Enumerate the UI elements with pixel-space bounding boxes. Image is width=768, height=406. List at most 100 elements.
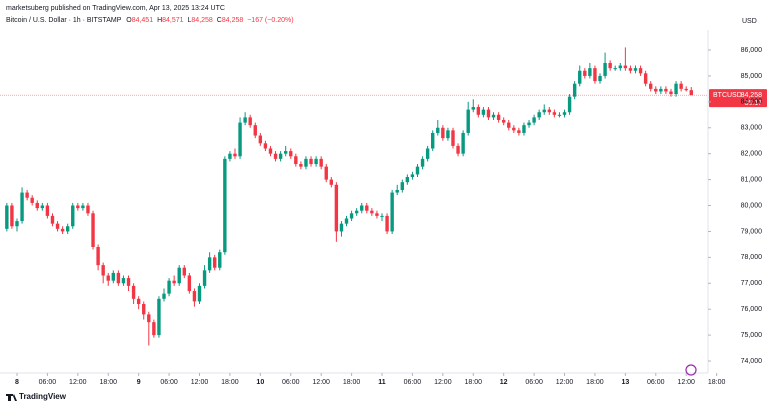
x-tick-label: 12:00 xyxy=(556,379,574,386)
candle-body xyxy=(456,145,460,154)
candle-body xyxy=(669,91,673,95)
candle-body xyxy=(654,88,658,92)
candle-body xyxy=(243,117,247,123)
candle-body xyxy=(628,68,633,71)
o-prefix: O xyxy=(126,17,132,24)
candle-body xyxy=(263,143,268,149)
x-tick-label: 06:00 xyxy=(160,379,178,386)
candle-body xyxy=(476,107,481,115)
candle-body xyxy=(253,125,257,136)
candle-body xyxy=(91,213,95,247)
candle-body xyxy=(339,223,344,232)
x-tick-label: 18:00 xyxy=(221,379,239,386)
candle-body xyxy=(349,213,354,219)
candle-body xyxy=(446,130,450,139)
candle-body xyxy=(65,226,70,232)
replay-circle[interactable] xyxy=(685,364,697,376)
candle-body xyxy=(273,153,278,159)
x-tick-label: 12:00 xyxy=(191,379,209,386)
y-tick-label: 78,000 xyxy=(741,254,763,261)
candle-body xyxy=(289,151,293,157)
x-tick-label: 12:00 xyxy=(69,379,87,386)
candle-body xyxy=(167,280,171,294)
candle-body xyxy=(81,205,85,209)
x-tick-label: 18:00 xyxy=(343,379,361,386)
x-tick-label: 18:00 xyxy=(586,379,604,386)
candle-body xyxy=(415,166,420,175)
candle-body xyxy=(278,153,283,159)
candle-body xyxy=(101,265,105,276)
candle-body xyxy=(578,70,582,84)
y-tick-label: 82,000 xyxy=(741,151,763,158)
candle-body xyxy=(354,210,359,214)
change: −167 (−0.20%) xyxy=(247,17,293,24)
x-tick-label: 18:00 xyxy=(465,379,483,386)
candle-body xyxy=(547,109,552,113)
candle-body xyxy=(410,174,415,178)
candle-body xyxy=(679,83,683,89)
x-tick-label: 12:00 xyxy=(434,379,452,386)
candle-body xyxy=(572,83,577,97)
x-tick-label: 06:00 xyxy=(647,379,665,386)
candle-body xyxy=(507,122,511,128)
candle-body xyxy=(45,205,50,216)
y-tick-label: 85,000 xyxy=(741,73,763,80)
tag-price: 84,258 xyxy=(741,92,763,99)
logo-text: TradingView xyxy=(19,392,67,401)
candle-body xyxy=(131,285,136,299)
candle-body xyxy=(248,117,252,126)
candle-body xyxy=(162,293,166,299)
candle-body xyxy=(5,205,9,229)
replay-icon[interactable] xyxy=(685,364,697,376)
candle-body xyxy=(15,221,19,227)
candle-body xyxy=(471,107,475,110)
candle-body xyxy=(522,125,526,133)
l-prefix: L xyxy=(188,17,192,24)
candle-body xyxy=(527,122,531,126)
candle-body xyxy=(76,205,80,209)
candle-body xyxy=(649,83,653,89)
x-tick-label: 12:00 xyxy=(677,379,695,386)
candle-body xyxy=(30,197,34,203)
candle-body xyxy=(512,127,516,131)
candle-body xyxy=(638,68,643,74)
x-tick-label: 06:00 xyxy=(282,379,300,386)
candle-body xyxy=(400,182,404,190)
candle-body xyxy=(441,127,445,139)
candle-body xyxy=(390,192,394,232)
candle-body xyxy=(116,272,121,284)
candle-body xyxy=(684,88,688,91)
candle-body xyxy=(664,88,668,92)
x-tick-label: 13 xyxy=(621,379,629,386)
x-tick-label: 06:00 xyxy=(404,379,422,386)
high: 84,571 xyxy=(162,17,184,24)
candle-body xyxy=(496,114,501,120)
y-tick-label: 76,000 xyxy=(741,306,763,313)
symbol-legend: Bitcoin / U.S. Dollar · 1h · BITSTAMP O8… xyxy=(6,17,294,24)
candle-body xyxy=(370,210,374,214)
candle-body xyxy=(157,298,161,336)
y-tick-label: 81,000 xyxy=(741,176,763,183)
candle-body xyxy=(142,304,146,315)
candle-body xyxy=(147,314,151,323)
candle-body xyxy=(258,135,263,144)
candle-body xyxy=(593,68,597,82)
author-line: marketsuberg published on TradingView.co… xyxy=(6,5,225,12)
candle-body xyxy=(461,132,465,154)
candle-body xyxy=(608,62,612,69)
candle-body xyxy=(121,278,126,284)
candle-body xyxy=(643,73,648,84)
candle-body xyxy=(674,83,678,95)
candle-body xyxy=(202,270,207,286)
candle-body xyxy=(223,158,227,253)
candle-body xyxy=(25,192,29,198)
candle-body xyxy=(365,205,369,211)
candle-body xyxy=(420,158,425,167)
symbol: Bitcoin / U.S. Dollar · 1h · BITSTAMP xyxy=(6,17,122,24)
open: 84,451 xyxy=(132,17,154,24)
y-tick-label: 79,000 xyxy=(741,228,763,235)
candle-body xyxy=(689,90,693,96)
x-tick-label: 8 xyxy=(15,379,19,386)
candle-body xyxy=(96,246,100,266)
candle-body xyxy=(486,109,491,118)
